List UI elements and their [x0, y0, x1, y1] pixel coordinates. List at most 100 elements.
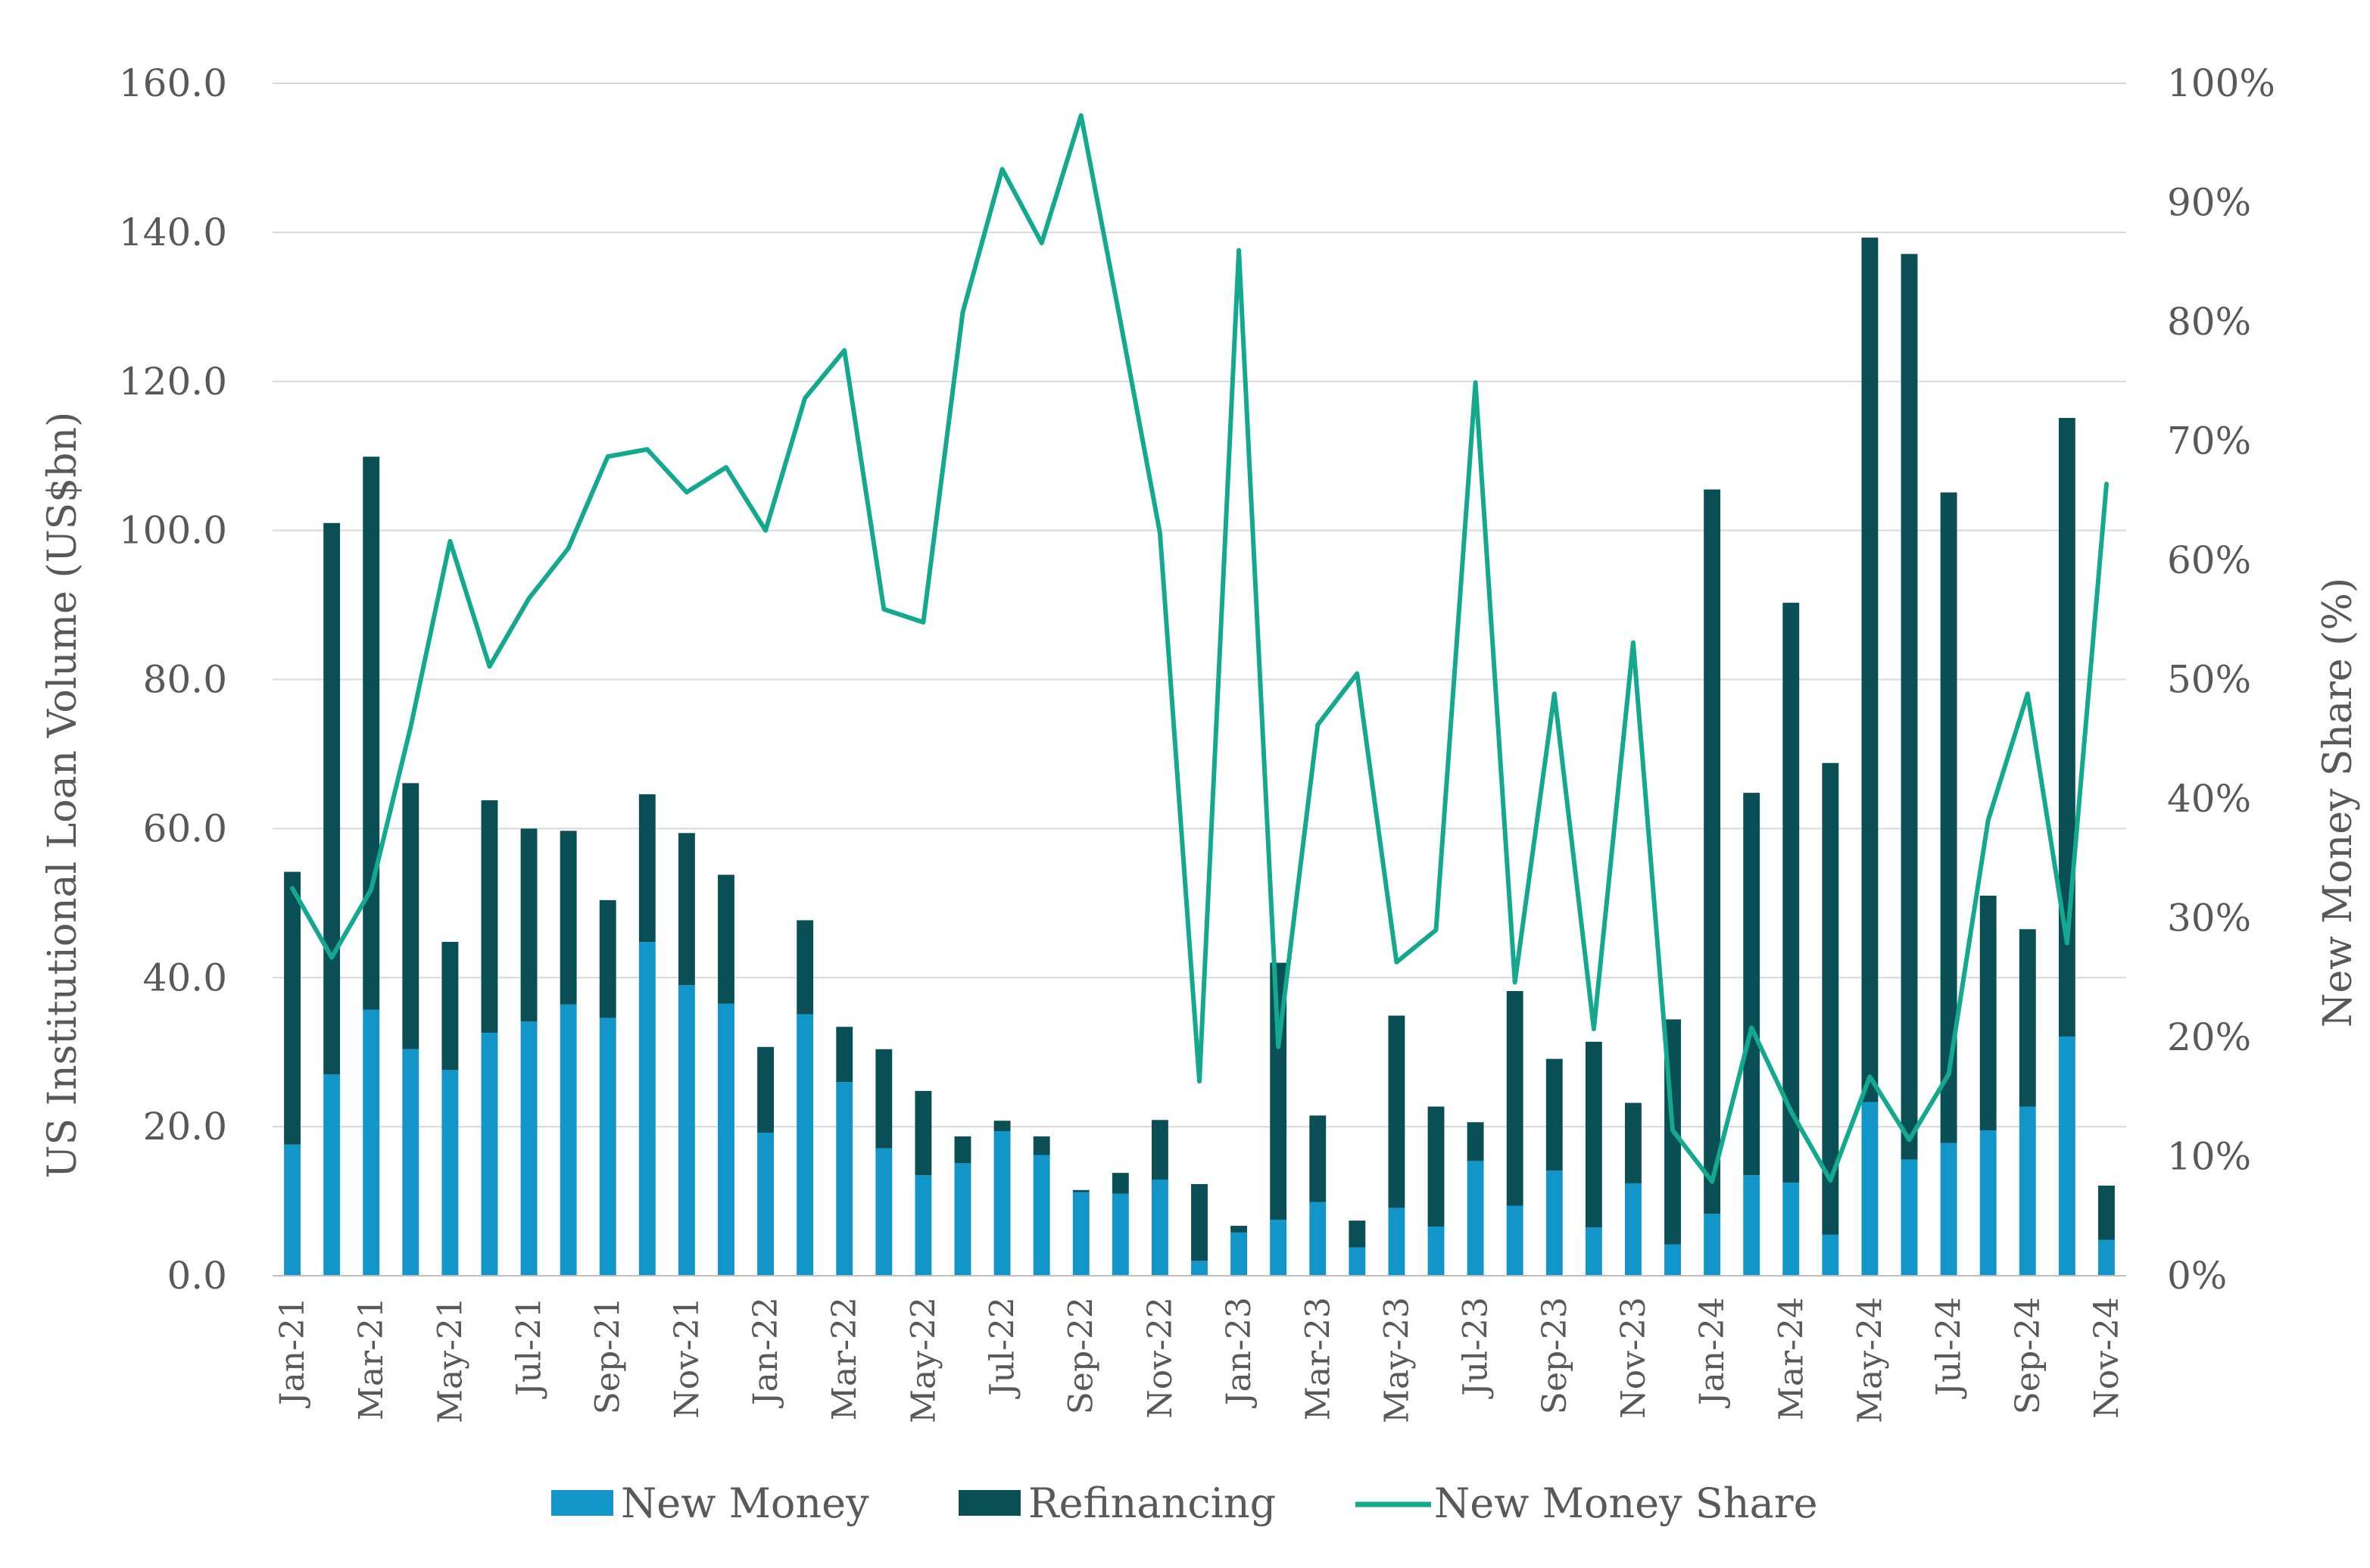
bar-new-money	[1664, 1244, 1681, 1276]
y-left-tick-label: 140.0	[119, 210, 227, 254]
bar-new-money	[481, 1033, 498, 1276]
x-tick-label: Mar-24	[1772, 1297, 1810, 1420]
bar-new-money	[402, 1049, 419, 1276]
bar-refinancing	[915, 1090, 932, 1176]
x-tick-label: Mar-22	[825, 1297, 864, 1420]
legend-item: New Money	[551, 1479, 869, 1527]
bar-new-money	[1388, 1208, 1405, 1276]
bar-refinancing	[954, 1136, 971, 1164]
right-axis-title: New Money Share (%)	[2315, 578, 2361, 1027]
bar-new-money	[1901, 1159, 1918, 1276]
bar-new-money	[1624, 1183, 1642, 1276]
bar-new-money	[836, 1082, 853, 1276]
x-tick-label: Jul-23	[1457, 1297, 1495, 1399]
bar-new-money	[1704, 1214, 1721, 1276]
legend-label: New Money	[621, 1479, 869, 1527]
bar-refinancing	[284, 871, 301, 1145]
x-tick-label: Nov-21	[668, 1297, 706, 1419]
legend: New Money Refinancing New Money Share	[551, 1479, 1818, 1527]
bar-new-money	[520, 1021, 538, 1276]
y-left-tick-label: 20.0	[143, 1105, 227, 1149]
x-tick-label: Nov-22	[1141, 1297, 1180, 1419]
bar-new-money	[1230, 1232, 1248, 1276]
bar-new-money	[1861, 1102, 1879, 1276]
bar-refinancing	[1940, 492, 1957, 1143]
bar-refinancing	[1624, 1102, 1642, 1183]
bar-refinancing	[1349, 1220, 1366, 1248]
bar-refinancing	[1151, 1120, 1168, 1180]
x-tick-label: Jan-22	[747, 1297, 785, 1408]
x-tick-label: Jan-24	[1693, 1297, 1732, 1408]
left-axis-title: US Institutional Loan Volume (US$bn)	[40, 412, 86, 1179]
y-right-tick-label: 40%	[2167, 777, 2251, 821]
bar-new-money	[678, 985, 695, 1276]
legend-label: Refinancing	[1028, 1479, 1276, 1527]
bar-refinancing	[1979, 895, 1997, 1131]
bar-refinancing	[1467, 1122, 1484, 1161]
bar-new-money	[363, 1009, 380, 1276]
bar-new-money	[954, 1163, 971, 1276]
y-right-tick-label: 100%	[2167, 61, 2275, 105]
bar-refinancing	[441, 942, 459, 1071]
bar-refinancing	[1585, 1041, 1602, 1228]
bar-new-money	[1112, 1193, 1129, 1276]
bar-new-money	[757, 1133, 775, 1276]
bar-refinancing	[560, 831, 577, 1005]
bar-refinancing	[1072, 1189, 1090, 1192]
legend-swatch	[959, 1490, 1021, 1516]
y-right-tick-label: 60%	[2167, 538, 2251, 582]
bar-new-money	[1151, 1180, 1168, 1276]
bar-new-money	[441, 1070, 459, 1276]
x-tick-label: May-22	[904, 1297, 943, 1423]
bar-new-money	[284, 1144, 301, 1276]
bar-refinancing	[2019, 929, 2036, 1107]
y-left-tick-label: 100.0	[119, 509, 227, 553]
bar-refinancing	[1861, 237, 1879, 1102]
x-tick-label: Sep-21	[589, 1297, 628, 1414]
bar-refinancing	[1822, 762, 1839, 1235]
x-tick-label: Jan-21	[273, 1297, 312, 1408]
bar-refinancing	[1506, 990, 1523, 1206]
y-left-tick-label: 80.0	[143, 658, 227, 702]
bar-refinancing	[1427, 1106, 1445, 1227]
legend-label: New Money Share	[1434, 1479, 1818, 1527]
bar-new-money	[1072, 1192, 1090, 1276]
x-tick-label: Mar-21	[352, 1297, 391, 1420]
bar-refinancing	[1112, 1173, 1129, 1194]
gridlines	[273, 83, 2126, 1128]
x-tick-label: Jul-21	[510, 1297, 549, 1399]
bar-new-money	[718, 1003, 734, 1276]
bar-new-money	[1545, 1171, 1563, 1276]
line-new-money-share	[290, 113, 2109, 1184]
bar-new-money	[638, 942, 656, 1276]
y-left-tick-label: 40.0	[143, 955, 227, 999]
bar-new-money	[599, 1018, 616, 1276]
y-right-tick-label: 0%	[2167, 1254, 2227, 1298]
bar-new-money	[1033, 1155, 1050, 1276]
x-tick-label: May-23	[1377, 1297, 1416, 1423]
x-tick-label: May-24	[1851, 1297, 1889, 1423]
bar-new-money	[2058, 1037, 2075, 1276]
bar-refinancing	[1743, 793, 1760, 1176]
y-right-tick-label: 70%	[2167, 419, 2251, 463]
share-line	[290, 113, 2109, 1184]
y-right-tick-label: 80%	[2167, 300, 2251, 344]
bar-refinancing	[836, 1027, 853, 1083]
x-tick-label: May-21	[431, 1297, 469, 1423]
bar-new-money	[915, 1175, 932, 1276]
bar-refinancing	[718, 874, 734, 1004]
bar-new-money	[1940, 1142, 1957, 1276]
legend-item: Refinancing	[959, 1479, 1276, 1527]
bar-new-money	[323, 1074, 341, 1276]
x-tick-label: Nov-24	[2088, 1297, 2126, 1419]
x-tick-label: Sep-23	[1536, 1297, 1574, 1414]
bar-new-money	[1270, 1220, 1287, 1276]
y-right-tick-label: 10%	[2167, 1135, 2251, 1179]
bar-new-money	[1467, 1161, 1484, 1276]
bar-new-money	[1743, 1175, 1760, 1276]
bar-new-money	[2019, 1106, 2036, 1276]
bar-new-money	[1427, 1227, 1445, 1276]
x-tick-label: Sep-22	[1062, 1297, 1101, 1414]
bar-refinancing	[678, 833, 695, 986]
